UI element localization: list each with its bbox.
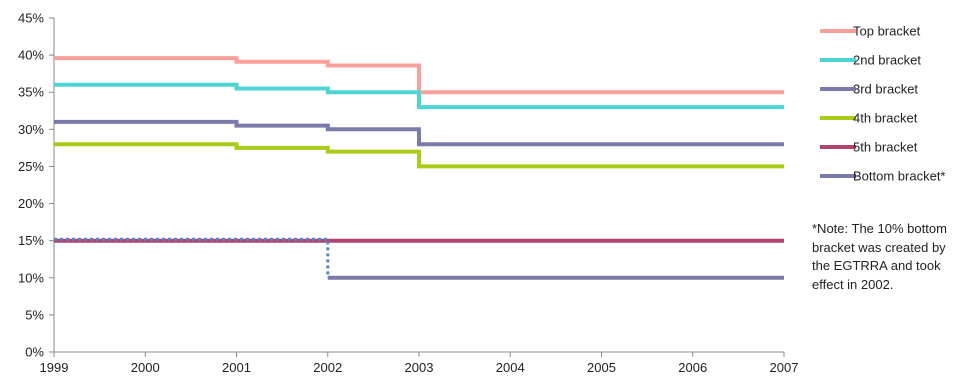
legend-label-4th-bracket: 4th bracket bbox=[853, 111, 918, 126]
y-tick-label: 0% bbox=[25, 345, 44, 360]
y-tick-label: 40% bbox=[18, 48, 44, 63]
y-tick-label: 10% bbox=[18, 270, 44, 285]
series-lines bbox=[54, 56, 784, 280]
x-tick-label: 2001 bbox=[222, 360, 251, 375]
y-tick-label: 45% bbox=[18, 11, 44, 26]
x-tick-label: 2000 bbox=[131, 360, 160, 375]
y-tick-label: 25% bbox=[18, 159, 44, 174]
legend-label-3rd-bracket: 3rd bracket bbox=[853, 82, 918, 97]
bottom-bracket-dotted-connector bbox=[54, 237, 330, 278]
legend-label-bottom-bracket: Bottom bracket* bbox=[853, 169, 946, 184]
y-tick-label: 35% bbox=[18, 85, 44, 100]
series-line-2nd-bracket bbox=[54, 82, 784, 110]
x-tick-label: 2007 bbox=[770, 360, 799, 375]
y-tick-label: 5% bbox=[25, 307, 44, 322]
legend: Top bracket 2nd bracket 3rd bracket 4th bra… bbox=[820, 24, 946, 184]
y-tick-label: 15% bbox=[18, 233, 44, 248]
y-tick-label: 20% bbox=[18, 196, 44, 211]
x-tick-label: 2005 bbox=[587, 360, 616, 375]
axes bbox=[49, 17, 785, 357]
x-tick-label: 2006 bbox=[678, 360, 707, 375]
series-line-3rd-bracket bbox=[54, 119, 784, 147]
legend-label-top-bracket: Top bracket bbox=[853, 24, 921, 39]
series-line-top-bracket bbox=[54, 56, 784, 95]
y-axis-tick-labels: 0% 5% 10% 15% 20% 25% 30% 35% 40% 45% bbox=[18, 11, 44, 360]
y-tick-label: 30% bbox=[18, 122, 44, 137]
x-tick-label: 2002 bbox=[313, 360, 342, 375]
series-line-4th-bracket bbox=[54, 142, 784, 169]
x-tick-label: 2004 bbox=[496, 360, 525, 375]
x-axis-tick-labels: 1999 2000 2001 2002 2003 2004 2005 2006 2007 bbox=[40, 360, 799, 375]
chart-note: *Note: The 10% bottom bracket was create… bbox=[812, 221, 947, 292]
legend-label-5th-bracket: 5th bracket bbox=[853, 140, 918, 155]
legend-label-2nd-bracket: 2nd bracket bbox=[853, 53, 921, 68]
x-tick-label: 2003 bbox=[405, 360, 434, 375]
x-tick-label: 1999 bbox=[40, 360, 69, 375]
